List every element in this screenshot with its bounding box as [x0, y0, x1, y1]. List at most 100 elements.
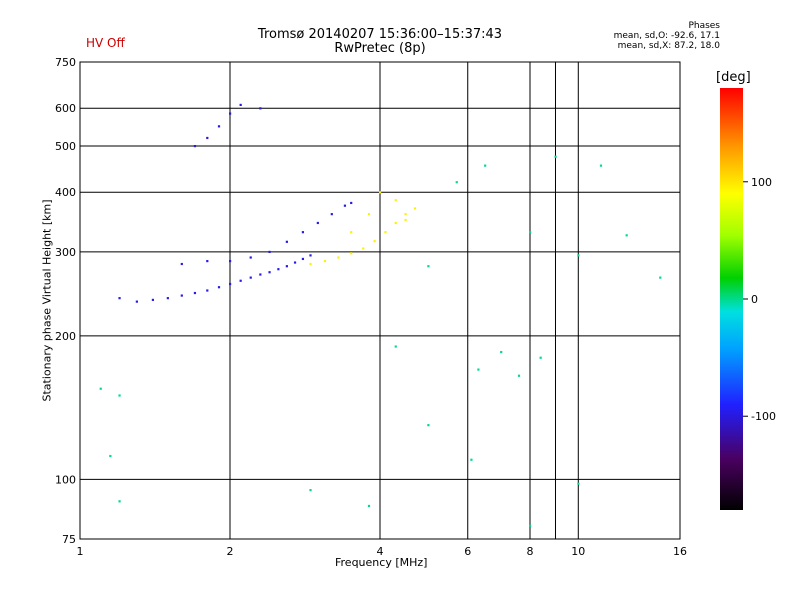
x-tick-label: 4	[377, 545, 384, 558]
data-point	[180, 262, 183, 266]
data-point	[309, 254, 312, 257]
y-tick-label: 100	[55, 473, 76, 486]
plot-title: Tromsø 20140207 15:36:00–15:37:43	[257, 27, 503, 42]
data-point	[343, 204, 347, 207]
data-point	[259, 107, 262, 110]
data-point	[373, 240, 376, 243]
data-point	[118, 500, 121, 503]
data-point	[268, 250, 271, 254]
data-point	[309, 489, 312, 492]
data-point	[135, 300, 138, 303]
data-point	[316, 221, 319, 225]
y-tick-label: 400	[55, 186, 76, 199]
data-point	[379, 191, 382, 194]
data-point	[118, 394, 121, 397]
data-point	[277, 268, 280, 271]
data-point	[309, 262, 312, 266]
data-point	[362, 247, 365, 250]
data-point	[529, 524, 532, 527]
data-point	[180, 294, 183, 297]
data-point	[249, 256, 252, 259]
colorbar-tick-label: 100	[751, 176, 772, 189]
data-point	[404, 213, 407, 216]
data-point	[350, 252, 353, 255]
x-tick-label: 2	[227, 545, 234, 558]
data-point	[599, 164, 603, 167]
hv-status: HV Off	[86, 36, 125, 50]
x-tick-label: 16	[673, 545, 687, 558]
data-point	[470, 458, 473, 461]
data-point	[427, 265, 430, 268]
x-tick-label: 10	[571, 545, 585, 558]
data-point	[151, 298, 155, 301]
phase-stats: Phases mean, sd,O: -92.6, 17.1 mean, sd,…	[614, 21, 720, 51]
data-point	[367, 213, 371, 216]
y-tick-label: 600	[55, 102, 76, 115]
y-tick-label: 300	[55, 246, 76, 259]
x-tick-label: 6	[464, 545, 471, 558]
data-point	[206, 259, 209, 263]
data-point	[394, 221, 397, 225]
x-axis-label: Frequency [MHz]	[335, 556, 428, 569]
y-tick-label: 750	[55, 56, 76, 69]
data-point	[268, 271, 271, 274]
data-point	[427, 424, 430, 427]
y-tick-label: 500	[55, 140, 76, 153]
data-point	[529, 231, 532, 234]
data-point	[229, 259, 232, 263]
x-tick-label: 8	[527, 545, 534, 558]
data-point	[166, 297, 169, 300]
data-point	[118, 297, 121, 300]
y-tick-label: 75	[62, 533, 76, 546]
data-point	[394, 345, 397, 348]
data-point	[285, 265, 288, 268]
y-tick-label: 200	[55, 330, 76, 343]
data-point	[517, 374, 521, 377]
data-point	[625, 234, 628, 237]
data-point	[477, 368, 480, 371]
stats-o-mode: mean, sd,O: -92.6, 17.1	[613, 31, 720, 41]
stats-heading: Phases	[688, 21, 720, 31]
data-point	[239, 103, 242, 107]
data-point	[323, 259, 327, 263]
data-point	[455, 181, 458, 184]
colorbar-unit: [deg]	[716, 70, 751, 85]
scatter-points	[99, 103, 662, 527]
data-point	[301, 257, 305, 261]
data-point	[206, 136, 209, 140]
data-point	[577, 254, 580, 257]
data-point	[350, 231, 353, 234]
stats-x-mode: mean, sd,X: 87.2, 18.0	[617, 41, 720, 51]
data-point	[249, 276, 252, 279]
data-point	[500, 350, 503, 354]
data-point	[109, 454, 112, 458]
plot-frame	[79, 61, 681, 540]
x-axis: 1 2 4 6 8 10 16	[77, 545, 688, 558]
data-point	[206, 289, 209, 292]
data-point	[193, 144, 197, 148]
data-point	[217, 286, 221, 289]
data-point	[229, 282, 232, 286]
data-point	[239, 279, 242, 282]
data-point	[217, 125, 221, 128]
colorbar-tick-label: 0	[751, 293, 758, 306]
data-point	[367, 504, 371, 508]
data-point	[659, 276, 662, 279]
data-point	[484, 164, 487, 167]
data-point	[330, 213, 333, 216]
data-point	[259, 273, 262, 276]
x-tick-label: 1	[77, 545, 84, 558]
y-axis: 75 100 200 300 400 500 600 750	[55, 56, 76, 546]
data-point	[99, 387, 102, 390]
data-point	[404, 218, 407, 222]
data-point	[539, 356, 542, 359]
colorbar-tick-label: -100	[751, 410, 776, 423]
data-point	[554, 155, 557, 158]
data-point	[384, 231, 387, 234]
data-point	[285, 240, 288, 243]
data-point	[193, 291, 197, 295]
data-point	[301, 231, 305, 234]
data-point	[394, 199, 397, 202]
data-point	[577, 482, 580, 485]
